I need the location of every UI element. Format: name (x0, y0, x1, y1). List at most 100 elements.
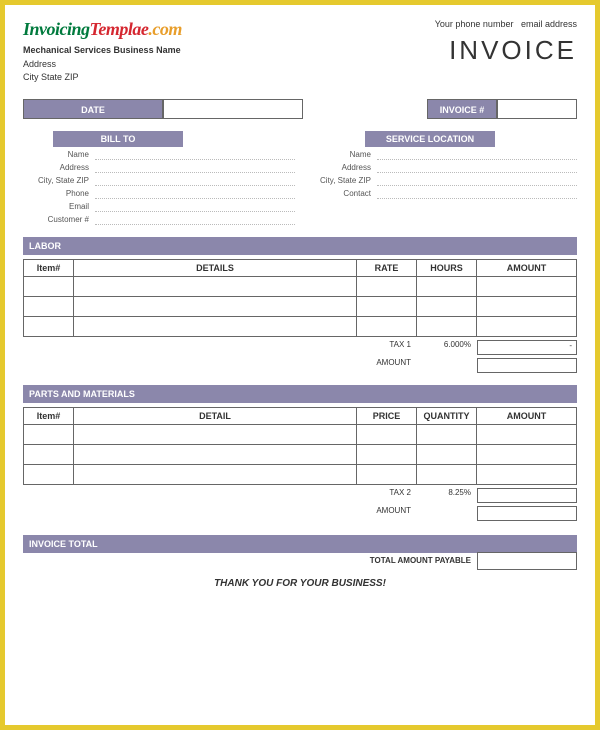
bill-to-field-input[interactable] (95, 150, 295, 160)
service-loc-field-input[interactable] (377, 163, 577, 173)
labor-cell[interactable] (477, 276, 577, 296)
bill-to-field-input[interactable] (95, 163, 295, 173)
service-loc-field-label: City, State ZIP (305, 176, 377, 185)
parts-row (24, 424, 577, 444)
labor-cell[interactable] (24, 276, 74, 296)
parts-col-header: Item# (24, 407, 74, 424)
service-loc-field-input[interactable] (377, 150, 577, 160)
service-loc-field-label: Address (305, 163, 377, 172)
labor-col-header: AMOUNT (477, 259, 577, 276)
invoice-title: INVOICE (435, 35, 577, 66)
bill-to-field-input[interactable] (95, 215, 295, 225)
bill-to-field-row: Address (23, 163, 295, 173)
parts-cell[interactable] (357, 444, 417, 464)
logo-word-2: Templae (90, 19, 149, 39)
parts-cell[interactable] (74, 444, 357, 464)
bill-to-field-input[interactable] (95, 202, 295, 212)
service-loc-field-label: Contact (305, 189, 377, 198)
parts-tax-row: TAX 2 8.25% (23, 488, 577, 503)
invoice-num-input[interactable] (497, 99, 577, 119)
labor-cell[interactable] (24, 296, 74, 316)
labor-amount-row: AMOUNT (23, 358, 577, 373)
date-input[interactable] (163, 99, 303, 119)
bill-to-field-row: Name (23, 150, 295, 160)
logo-block: InvoicingTemplae.com Mechanical Services… (23, 19, 182, 85)
service-loc-field-input[interactable] (377, 176, 577, 186)
parts-cell[interactable] (74, 464, 357, 484)
bill-to-field-input[interactable] (95, 176, 295, 186)
labor-cell[interactable] (477, 316, 577, 336)
total-payable-label: TOTAL AMOUNT PAYABLE (370, 556, 477, 565)
parts-col-header: DETAIL (74, 407, 357, 424)
bill-to-box: BILL TO NameAddressCity, State ZIPPhoneE… (23, 131, 295, 225)
labor-tax-amount: - (477, 340, 577, 355)
labor-cell[interactable] (357, 316, 417, 336)
parts-amount-box (477, 506, 577, 521)
business-csz: City State ZIP (23, 71, 182, 85)
labor-col-header: Item# (24, 259, 74, 276)
bill-to-field-label: Address (23, 163, 95, 172)
invoice-num-label: INVOICE # (427, 99, 497, 119)
parts-cell[interactable] (417, 444, 477, 464)
service-loc-field-row: Contact (305, 189, 577, 199)
parts-cell[interactable] (417, 464, 477, 484)
bill-to-field-label: City, State ZIP (23, 176, 95, 185)
business-info: Mechanical Services Business Name Addres… (23, 44, 182, 85)
parts-cell[interactable] (417, 424, 477, 444)
parts-cell[interactable] (24, 424, 74, 444)
logo-word-3: .com (148, 19, 182, 39)
parts-cell[interactable] (74, 424, 357, 444)
labor-cell[interactable] (357, 276, 417, 296)
email-placeholder: email address (521, 19, 577, 29)
parts-row (24, 464, 577, 484)
service-loc-field-label: Name (305, 150, 377, 159)
logo: InvoicingTemplae.com (23, 19, 182, 40)
parts-cell[interactable] (477, 444, 577, 464)
bill-to-field-label: Customer # (23, 215, 95, 224)
bill-to-field-input[interactable] (95, 189, 295, 199)
service-loc-field-input[interactable] (377, 189, 577, 199)
address-columns: BILL TO NameAddressCity, State ZIPPhoneE… (23, 131, 577, 225)
parts-table: Item#DETAILPRICEQUANTITYAMOUNT (23, 407, 577, 485)
labor-col-header: HOURS (417, 259, 477, 276)
parts-amount-label: AMOUNT (357, 506, 417, 521)
labor-tax-row: TAX 1 6.000% - (23, 340, 577, 355)
labor-cell[interactable] (477, 296, 577, 316)
service-loc-field-row: Address (305, 163, 577, 173)
labor-cell[interactable] (74, 316, 357, 336)
bill-to-field-row: Customer # (23, 215, 295, 225)
parts-tax-value: 8.25% (417, 488, 477, 503)
parts-cell[interactable] (477, 464, 577, 484)
invoice-total-row: TOTAL AMOUNT PAYABLE (23, 552, 577, 570)
labor-cell[interactable] (24, 316, 74, 336)
parts-header: PARTS AND MATERIALS (23, 385, 577, 403)
total-payable-box (477, 552, 577, 570)
labor-cell[interactable] (417, 276, 477, 296)
labor-cell[interactable] (417, 296, 477, 316)
parts-cell[interactable] (357, 464, 417, 484)
labor-cell[interactable] (357, 296, 417, 316)
labor-row (24, 296, 577, 316)
parts-col-header: PRICE (357, 407, 417, 424)
labor-tax-value: 6.000% (417, 340, 477, 355)
parts-cell[interactable] (24, 444, 74, 464)
parts-cell[interactable] (24, 464, 74, 484)
date-label: DATE (23, 99, 163, 119)
labor-col-header: RATE (357, 259, 417, 276)
labor-amount-label: AMOUNT (357, 358, 417, 373)
labor-cell[interactable] (74, 276, 357, 296)
labor-cell[interactable] (74, 296, 357, 316)
labor-amount-box (477, 358, 577, 373)
parts-cell[interactable] (357, 424, 417, 444)
bill-to-field-row: Email (23, 202, 295, 212)
bill-to-field-label: Phone (23, 189, 95, 198)
parts-amount-row: AMOUNT (23, 506, 577, 521)
parts-cell[interactable] (477, 424, 577, 444)
header-row: InvoicingTemplae.com Mechanical Services… (23, 19, 577, 85)
business-address: Address (23, 58, 182, 72)
labor-tax-label: TAX 1 (357, 340, 417, 355)
service-loc-field-row: City, State ZIP (305, 176, 577, 186)
invoice-document: InvoicingTemplae.com Mechanical Services… (0, 0, 600, 730)
labor-cell[interactable] (417, 316, 477, 336)
parts-col-header: QUANTITY (417, 407, 477, 424)
